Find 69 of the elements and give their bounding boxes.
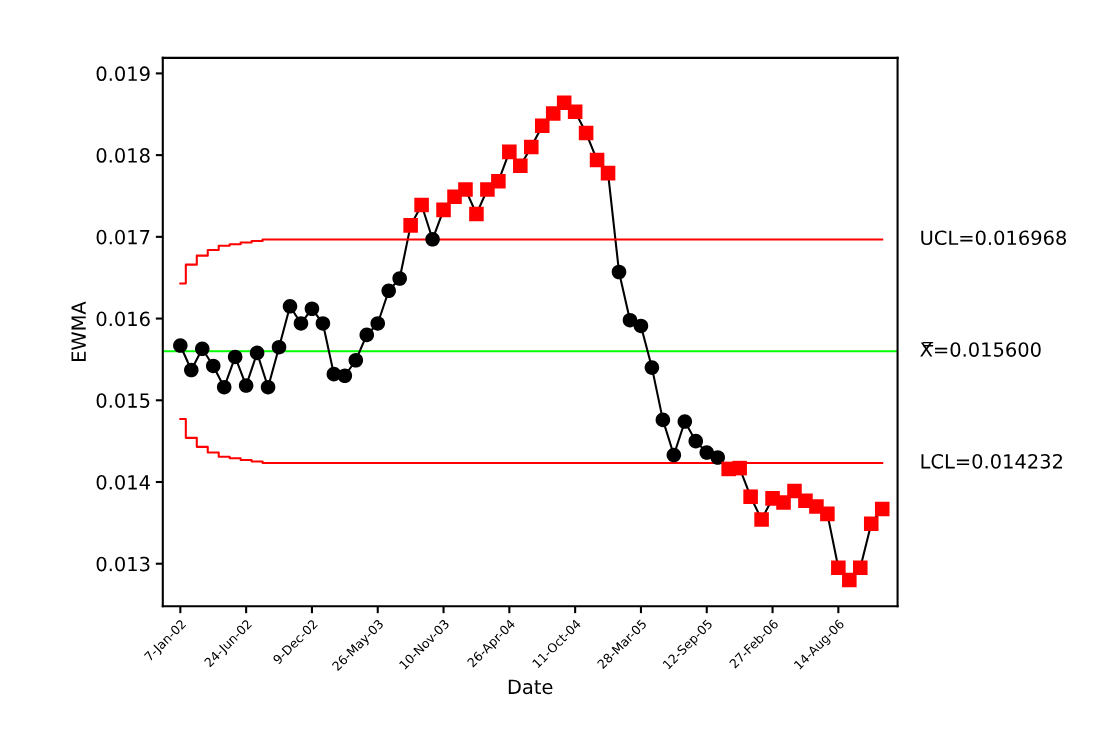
point: [315, 316, 331, 331]
point: [216, 379, 232, 395]
point: [831, 560, 846, 576]
point: [260, 379, 276, 395]
point: [414, 197, 429, 213]
y-tick-label: 0.013: [96, 556, 150, 572]
point: [227, 349, 243, 365]
point: [710, 450, 725, 465]
point: [743, 489, 758, 504]
point: [874, 501, 890, 517]
point: [436, 202, 451, 218]
point: [589, 152, 605, 168]
point: [282, 299, 298, 314]
text: UCL=0.016968: [921, 230, 1066, 246]
point: [776, 495, 791, 510]
y-tick-label: 0.016: [96, 311, 150, 327]
point: [677, 414, 693, 429]
point: [842, 572, 857, 588]
point: [534, 118, 550, 133]
point: [458, 182, 473, 197]
point: [348, 352, 364, 368]
point: [600, 165, 616, 181]
point: [545, 106, 561, 121]
y-tick-label: 0.015: [96, 393, 150, 408]
point: [853, 560, 868, 576]
point: [370, 316, 386, 331]
point: [578, 125, 594, 141]
point: [205, 358, 221, 374]
point: [633, 318, 649, 334]
y-tick-label: 0.019: [96, 66, 150, 82]
point: [644, 360, 660, 375]
point: [337, 368, 353, 384]
point: [622, 312, 638, 328]
point: [513, 158, 528, 174]
point: [787, 483, 802, 499]
point: [699, 445, 715, 460]
point: [655, 412, 671, 428]
point: [293, 316, 309, 331]
point: [863, 516, 879, 531]
point: [469, 206, 484, 222]
point: [688, 433, 704, 449]
point: [238, 378, 254, 393]
point: [425, 232, 440, 247]
point: [820, 506, 835, 522]
y-tick-label: 0.018: [96, 148, 150, 163]
x-axis-title: Date: [508, 679, 553, 695]
point: [754, 512, 769, 527]
text: LCL=0.014232: [921, 453, 1062, 469]
point: [403, 218, 418, 233]
point: [194, 341, 210, 357]
point: [491, 173, 506, 189]
point: [502, 144, 517, 160]
point: [304, 301, 320, 317]
point: [184, 362, 199, 378]
point: [524, 139, 539, 155]
point: [611, 264, 627, 280]
y-tick-label: 0.014: [96, 474, 150, 490]
point: [271, 339, 287, 355]
point: [173, 338, 188, 353]
point: [381, 283, 396, 299]
y-tick-label: 0.017: [96, 229, 150, 245]
point: [392, 271, 407, 286]
point: [249, 345, 265, 361]
ref-line-label: X̿=0.015600: [920, 341, 1041, 357]
point: [359, 327, 375, 343]
point: [666, 447, 682, 463]
y-axis-title: EWMA: [71, 301, 86, 361]
point: [732, 460, 747, 476]
point: [567, 104, 583, 120]
